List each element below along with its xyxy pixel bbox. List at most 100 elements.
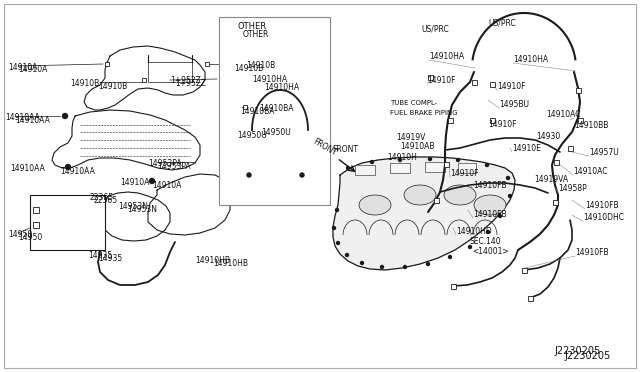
Text: 14950: 14950 — [18, 233, 42, 242]
Circle shape — [247, 173, 251, 177]
Text: 14910E: 14910E — [512, 144, 541, 153]
Text: US/PRC: US/PRC — [421, 24, 449, 33]
Text: J2230205: J2230205 — [554, 346, 600, 356]
Text: 14910DHC: 14910DHC — [583, 213, 624, 222]
Text: US/PRC: US/PRC — [488, 18, 516, 27]
Text: 14910HB: 14910HB — [195, 256, 230, 265]
Text: J2230205: J2230205 — [564, 351, 611, 361]
Text: 14910FB: 14910FB — [473, 210, 507, 219]
Text: 14910FB: 14910FB — [575, 248, 609, 257]
Text: 14953PA: 14953PA — [148, 159, 182, 168]
Circle shape — [337, 241, 339, 244]
Bar — [552, 199, 557, 205]
Text: 14910F: 14910F — [497, 82, 525, 91]
Text: 14910HA: 14910HA — [513, 55, 548, 64]
Text: 14910F: 14910F — [427, 76, 456, 85]
Text: 14919V: 14919V — [396, 133, 426, 142]
Text: 14910HB: 14910HB — [213, 259, 248, 268]
Bar — [451, 283, 456, 289]
Text: 14910AA: 14910AA — [15, 116, 50, 125]
Bar — [105, 62, 109, 66]
Circle shape — [150, 179, 154, 183]
Circle shape — [429, 157, 431, 160]
Bar — [458, 163, 476, 173]
Bar — [444, 161, 449, 167]
Bar — [243, 105, 247, 109]
Text: 14910F: 14910F — [488, 120, 516, 129]
Text: 14910HA: 14910HA — [264, 83, 299, 92]
Text: 14953N: 14953N — [118, 202, 148, 211]
Bar — [219, 17, 330, 205]
Bar — [577, 118, 582, 122]
Text: 14910AA: 14910AA — [10, 164, 45, 173]
Text: 14910B: 14910B — [98, 82, 127, 91]
Text: 14958P: 14958P — [558, 184, 587, 193]
Text: 14950U: 14950U — [237, 131, 267, 140]
Bar — [447, 118, 452, 122]
Bar — [575, 87, 580, 93]
Text: 14910BA: 14910BA — [240, 107, 275, 116]
Text: 14935: 14935 — [88, 251, 112, 260]
Text: 14930: 14930 — [536, 132, 560, 141]
Text: 1+952Z: 1+952Z — [170, 76, 201, 85]
Circle shape — [449, 256, 451, 259]
Text: 14910AC: 14910AC — [573, 167, 607, 176]
Bar — [355, 165, 375, 175]
Text: 14910A: 14910A — [18, 65, 47, 74]
Text: 22365: 22365 — [94, 196, 118, 205]
Circle shape — [456, 158, 460, 161]
Circle shape — [65, 164, 70, 170]
Circle shape — [468, 246, 472, 248]
Bar — [522, 267, 527, 273]
Circle shape — [360, 262, 364, 264]
Text: 14910AB: 14910AB — [400, 142, 435, 151]
Circle shape — [346, 167, 349, 170]
Text: 14910FB: 14910FB — [473, 181, 507, 190]
Circle shape — [63, 113, 67, 119]
Text: 22365: 22365 — [90, 193, 114, 202]
Ellipse shape — [444, 185, 476, 205]
Bar — [527, 295, 532, 301]
Text: 14910HA: 14910HA — [252, 75, 287, 84]
Text: OTHER: OTHER — [243, 30, 269, 39]
Text: 14950: 14950 — [8, 230, 32, 239]
Bar — [33, 207, 39, 213]
Text: 14935: 14935 — [98, 254, 122, 263]
Text: 14919VA: 14919VA — [534, 175, 568, 184]
Text: 14910A: 14910A — [152, 181, 181, 190]
Circle shape — [486, 231, 490, 234]
Text: FRONT: FRONT — [332, 145, 358, 154]
Circle shape — [486, 164, 488, 167]
Text: 14953PA: 14953PA — [157, 162, 191, 171]
Text: 14910HA: 14910HA — [429, 52, 464, 61]
Text: 14910AC: 14910AC — [546, 110, 580, 119]
Text: TUBE COMPL-: TUBE COMPL- — [390, 100, 437, 106]
Text: OTHER: OTHER — [237, 22, 266, 31]
Bar — [490, 81, 495, 87]
Text: FRONT: FRONT — [312, 137, 339, 158]
Circle shape — [399, 158, 401, 161]
Text: 1495BU: 1495BU — [499, 100, 529, 109]
Bar — [205, 62, 209, 66]
Polygon shape — [333, 157, 515, 270]
Circle shape — [506, 176, 509, 180]
Text: 14910A: 14910A — [8, 63, 37, 72]
Circle shape — [333, 227, 335, 230]
Circle shape — [346, 253, 349, 257]
Bar — [390, 163, 410, 173]
Bar — [568, 145, 573, 151]
Circle shape — [381, 266, 383, 269]
Text: 14910H: 14910H — [387, 153, 417, 162]
Bar — [554, 160, 559, 164]
Text: 14910AA: 14910AA — [5, 113, 40, 122]
Bar — [428, 74, 433, 80]
Ellipse shape — [474, 195, 506, 215]
Text: 14910B: 14910B — [70, 79, 99, 88]
Text: 14957U: 14957U — [589, 148, 619, 157]
Text: <14001>: <14001> — [472, 247, 509, 256]
Circle shape — [371, 160, 374, 164]
Bar — [33, 222, 39, 228]
Text: 14910AA: 14910AA — [60, 167, 95, 176]
Text: 14950U: 14950U — [261, 128, 291, 137]
Circle shape — [403, 266, 406, 269]
